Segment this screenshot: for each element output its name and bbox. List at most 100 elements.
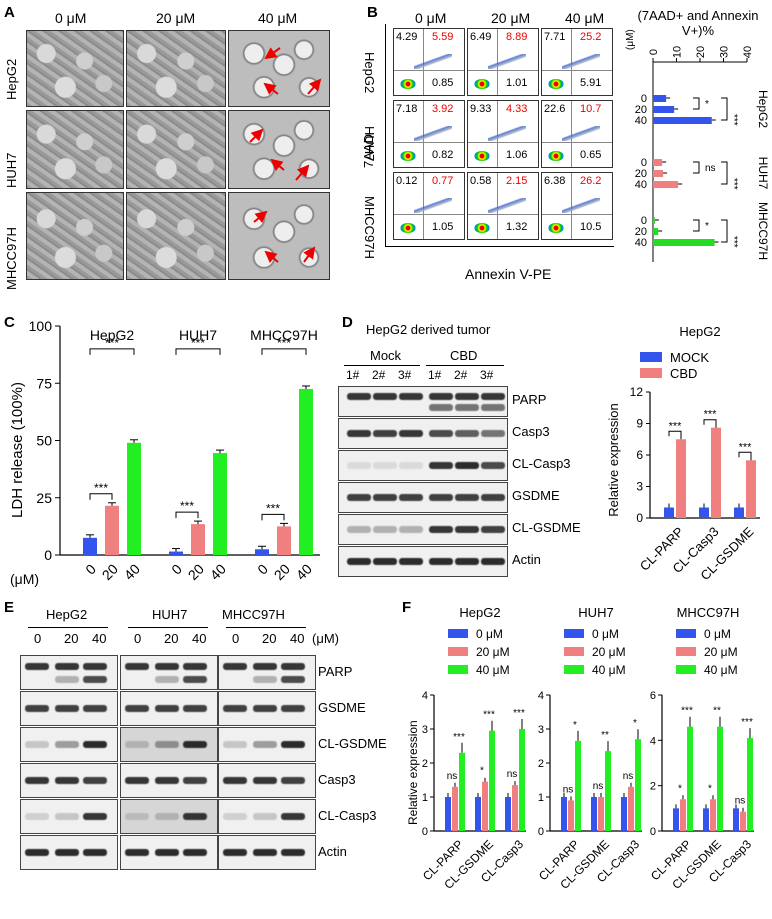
bar (512, 785, 518, 831)
blot-strip (218, 799, 316, 834)
flow-plot: 0.12 0.77 1.05 (393, 172, 465, 240)
gate-line (394, 213, 464, 215)
column-label: 20 μM (156, 10, 196, 26)
bar (653, 217, 655, 224)
gate-line (542, 69, 612, 71)
protein-band (25, 705, 49, 712)
cell-line-label: MHCC97H (222, 607, 285, 622)
bar (561, 797, 567, 831)
protein-band (83, 676, 107, 683)
bar (710, 799, 716, 831)
sig-label: *** (728, 236, 739, 248)
protein-band (347, 430, 371, 437)
legend-label: 20 μM (592, 645, 626, 659)
event-cloud (487, 198, 527, 213)
protein-band (281, 813, 305, 820)
bar (575, 740, 581, 831)
group-label: Mock (370, 348, 402, 363)
quadrant-value: 6.49 (470, 31, 492, 43)
y-tick-label: 50 (36, 433, 52, 449)
panel-a: A 0 μM 20 μM 40 μM HepG2 HUH7 MHCC97H (0, 0, 355, 290)
blot-strip (338, 418, 508, 449)
event-density (548, 151, 564, 161)
column-label: 0 μM (55, 10, 87, 26)
protein-band (455, 404, 479, 411)
bar (605, 751, 611, 831)
y-tick-label: 1 (422, 792, 428, 804)
dose-tick-label: 0 (254, 561, 271, 578)
chart-title: MHCC97H (677, 605, 740, 620)
dose-label: 40 (635, 115, 647, 127)
red-arrow-icon (263, 82, 279, 95)
red-arrow-icon (307, 78, 322, 95)
event-cloud (561, 54, 601, 69)
bar (653, 228, 659, 235)
micrograph-mhcc97h-20 (126, 192, 226, 280)
event-cloud (413, 54, 453, 69)
y-tick-label: 0 (44, 547, 52, 563)
event-density (400, 151, 416, 161)
bar (664, 507, 674, 518)
lane-label: 2# (372, 368, 386, 382)
protein-band (183, 663, 207, 670)
protein-band (281, 777, 305, 784)
protein-band (281, 676, 305, 683)
blot-strip (120, 799, 218, 834)
dose-label: 0 (232, 631, 240, 646)
y-tick-label: 3 (636, 480, 643, 494)
flow-plot: 22.6 10.7 0.65 (541, 100, 613, 168)
quadrant-value: 4.33 (506, 103, 528, 115)
y-axis-label: Relative expression (606, 403, 621, 516)
bar (673, 808, 679, 831)
bar (475, 797, 481, 831)
quadrant-value: 3.92 (432, 103, 454, 115)
event-cloud (413, 198, 453, 213)
legend-label: 40 μM (476, 663, 510, 677)
y-tick-label: 4 (538, 690, 544, 702)
quadrant-value: 10.5 (580, 221, 602, 233)
y-tick-label: 6 (650, 690, 656, 702)
protein-band (83, 741, 107, 748)
bar (255, 549, 269, 555)
protein-band (125, 663, 149, 670)
sig-label: *** (681, 706, 693, 717)
sig-label: *** (704, 409, 718, 421)
sig-bracket (175, 348, 221, 355)
x-tick-label: 0 (648, 49, 660, 55)
protein-band (223, 663, 247, 670)
sig-bracket (703, 419, 717, 425)
protein-band (455, 558, 479, 565)
event-density (548, 79, 564, 89)
column-label: 40 μM (258, 10, 298, 26)
quadrant-value: 22.6 (544, 103, 566, 115)
protein-band (481, 462, 505, 469)
bar (680, 799, 686, 831)
cell-line-label: HepG2 (46, 607, 88, 622)
blot-strip (20, 727, 118, 762)
blot-strip (218, 655, 316, 690)
flow-plot: 9.33 4.33 1.06 (467, 100, 539, 168)
protein-band (55, 741, 79, 748)
bar-title: (7AAD+ and Annexin V+)% (637, 8, 759, 38)
group-underline (344, 365, 420, 366)
quadrant-value: 5.91 (580, 77, 602, 89)
panel-label: C (4, 314, 15, 331)
blot-strip (20, 691, 118, 726)
protein-band (83, 813, 107, 820)
micrograph-hepg2-0 (26, 30, 124, 107)
quadrant-value: 6.38 (544, 175, 566, 187)
protein-band (25, 741, 49, 748)
legend-swatch (448, 665, 468, 674)
sig-bracket (89, 348, 135, 355)
y-tick-label: 0 (538, 826, 544, 838)
quadrant-value: 1.01 (506, 77, 528, 89)
quadrant-value: 5.59 (432, 31, 454, 43)
protein-band (253, 663, 277, 670)
quadrant-value: 25.2 (580, 31, 602, 43)
protein-band (481, 404, 505, 411)
bar (733, 808, 739, 831)
protein-band (25, 663, 49, 670)
blot-strip (20, 799, 118, 834)
